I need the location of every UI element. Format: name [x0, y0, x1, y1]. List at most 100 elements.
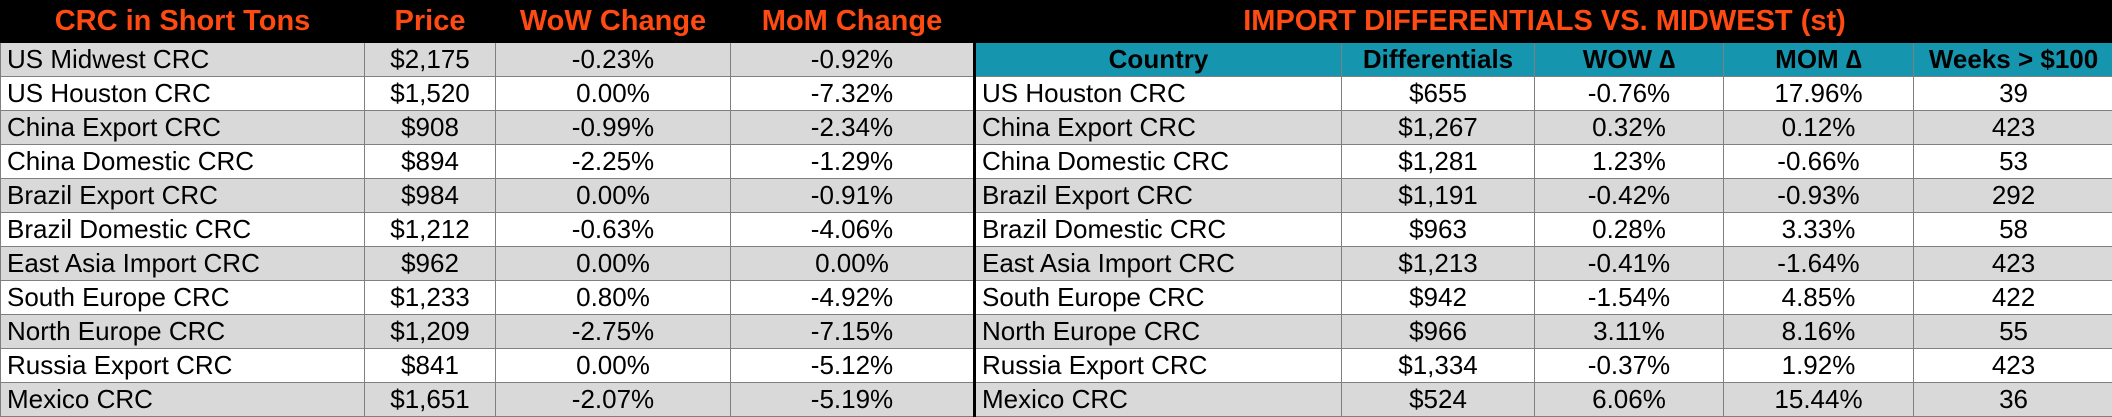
mom-delta-cell: -1.64%	[1723, 246, 1914, 281]
wow-delta-cell: -0.42%	[1534, 178, 1724, 213]
weeks-over-100-cell: 55	[1912, 314, 2112, 349]
wow-change-cell: -0.63%	[495, 212, 731, 247]
country-cell: Russia Export CRC	[973, 348, 1342, 383]
country-cell: Mexico CRC	[973, 382, 1342, 417]
wow-delta-cell: 0.32%	[1534, 110, 1724, 145]
differential-cell: $1,281	[1341, 144, 1535, 179]
country-cell: North Europe CRC	[973, 314, 1342, 349]
mom-change-cell: -7.15%	[730, 314, 974, 349]
differential-cell: $1,191	[1341, 178, 1535, 213]
wow-change-cell: -0.23%	[495, 42, 731, 77]
product-name-cell: US Midwest CRC	[0, 42, 365, 77]
table-row: Mexico CRC $524 6.06% 15.44% 36	[973, 382, 2112, 417]
wow-delta-cell: -0.37%	[1534, 348, 1724, 383]
mom-change-cell: -4.06%	[730, 212, 974, 247]
table-row: Brazil Domestic CRC $1,212 -0.63% -4.06%	[0, 212, 974, 247]
weeks-over-100-cell: 39	[1912, 76, 2112, 111]
mom-delta-cell: 3.33%	[1723, 212, 1914, 247]
wow-delta-cell: 6.06%	[1534, 382, 1724, 417]
product-name-cell: North Europe CRC	[0, 314, 365, 349]
weeks-over-100-cell: 53	[1912, 144, 2112, 179]
price-cell: $962	[364, 246, 496, 281]
wow-delta-cell: -0.76%	[1534, 76, 1724, 111]
table-row: South Europe CRC $942 -1.54% 4.85% 422	[973, 280, 2112, 315]
price-cell: $1,212	[364, 212, 496, 247]
wow-change-cell: -0.99%	[495, 110, 731, 145]
wow-delta-cell: 0.28%	[1534, 212, 1724, 247]
price-cell: $1,209	[364, 314, 496, 349]
mom-delta-cell: 1.92%	[1723, 348, 1914, 383]
table-row: US Houston CRC $1,520 0.00% -7.32%	[0, 76, 974, 111]
mom-change-cell: -4.92%	[730, 280, 974, 315]
crc-short-tons-heading: CRC in Short Tons	[0, 0, 365, 43]
country-cell: Brazil Domestic CRC	[973, 212, 1342, 247]
country-cell: East Asia Import CRC	[973, 246, 1342, 281]
product-name-cell: Mexico CRC	[0, 382, 365, 417]
differential-cell: $655	[1341, 76, 1535, 111]
wow-delta-heading: WOW ∆	[1534, 42, 1724, 77]
mom-delta-cell: -0.66%	[1723, 144, 1914, 179]
table-row: South Europe CRC $1,233 0.80% -4.92%	[0, 280, 974, 315]
table-row: Mexico CRC $1,651 -2.07% -5.19%	[0, 382, 974, 417]
price-cell: $894	[364, 144, 496, 179]
product-name-cell: Brazil Export CRC	[0, 178, 365, 213]
right-header-row: Country Differentials WOW ∆ MOM ∆ Weeks …	[973, 42, 2112, 77]
mom-change-cell: -7.32%	[730, 76, 974, 111]
mom-change-cell: -0.92%	[730, 42, 974, 77]
differential-cell: $963	[1341, 212, 1535, 247]
mom-change-cell: 0.00%	[730, 246, 974, 281]
price-cell: $2,175	[364, 42, 496, 77]
crc-short-tons-table: CRC in Short Tons Price WoW Change MoM C…	[0, 0, 974, 417]
weeks-over-100-cell: 423	[1912, 246, 2112, 281]
price-cell: $1,520	[364, 76, 496, 111]
differentials-heading: Differentials	[1341, 42, 1535, 77]
weeks-over-100-heading: Weeks > $100	[1912, 42, 2112, 77]
weeks-over-100-cell: 423	[1912, 348, 2112, 383]
differential-cell: $1,267	[1341, 110, 1535, 145]
price-heading: Price	[364, 0, 496, 43]
wow-change-cell: 0.00%	[495, 348, 731, 383]
wow-change-cell: 0.00%	[495, 178, 731, 213]
table-row: US Houston CRC $655 -0.76% 17.96% 39	[973, 76, 2112, 111]
right-title-row: IMPORT DIFFERENTIALS VS. MIDWEST (st)	[972, 0, 2112, 43]
mom-delta-cell: 17.96%	[1723, 76, 1914, 111]
country-cell: Brazil Export CRC	[973, 178, 1342, 213]
weeks-over-100-cell: 423	[1912, 110, 2112, 145]
table-row: Brazil Export CRC $984 0.00% -0.91%	[0, 178, 974, 213]
wow-change-cell: 0.00%	[495, 76, 731, 111]
mom-delta-cell: -0.93%	[1723, 178, 1914, 213]
wow-change-cell: -2.75%	[495, 314, 731, 349]
product-name-cell: Brazil Domestic CRC	[0, 212, 365, 247]
mom-change-cell: -5.19%	[730, 382, 974, 417]
differential-cell: $1,334	[1341, 348, 1535, 383]
country-cell: US Houston CRC	[973, 76, 1342, 111]
table-row: China Domestic CRC $894 -2.25% -1.29%	[0, 144, 974, 179]
mom-delta-heading: MOM ∆	[1723, 42, 1914, 77]
mom-delta-cell: 4.85%	[1723, 280, 1914, 315]
product-name-cell: China Export CRC	[0, 110, 365, 145]
import-differentials-table: IMPORT DIFFERENTIALS VS. MIDWEST (st) Co…	[972, 0, 2112, 417]
differential-cell: $966	[1341, 314, 1535, 349]
table-row: China Export CRC $908 -0.99% -2.34%	[0, 110, 974, 145]
wow-change-heading: WoW Change	[495, 0, 731, 43]
mom-change-cell: -5.12%	[730, 348, 974, 383]
country-heading: Country	[973, 42, 1342, 77]
differential-cell: $1,213	[1341, 246, 1535, 281]
table-row: North Europe CRC $1,209 -2.75% -7.15%	[0, 314, 974, 349]
table-row: Russia Export CRC $841 0.00% -5.12%	[0, 348, 974, 383]
table-row: China Domestic CRC $1,281 1.23% -0.66% 53	[973, 144, 2112, 179]
mom-change-heading: MoM Change	[730, 0, 974, 43]
mom-change-cell: -2.34%	[730, 110, 974, 145]
wow-change-cell: -2.25%	[495, 144, 731, 179]
weeks-over-100-cell: 292	[1912, 178, 2112, 213]
wow-delta-cell: 1.23%	[1534, 144, 1724, 179]
mom-change-cell: -0.91%	[730, 178, 974, 213]
country-cell: China Export CRC	[973, 110, 1342, 145]
wow-delta-cell: 3.11%	[1534, 314, 1724, 349]
mom-delta-cell: 8.16%	[1723, 314, 1914, 349]
table-row: China Export CRC $1,267 0.32% 0.12% 423	[973, 110, 2112, 145]
price-cell: $841	[364, 348, 496, 383]
differential-cell: $942	[1341, 280, 1535, 315]
country-cell: South Europe CRC	[973, 280, 1342, 315]
table-row: US Midwest CRC $2,175 -0.23% -0.92%	[0, 42, 974, 77]
